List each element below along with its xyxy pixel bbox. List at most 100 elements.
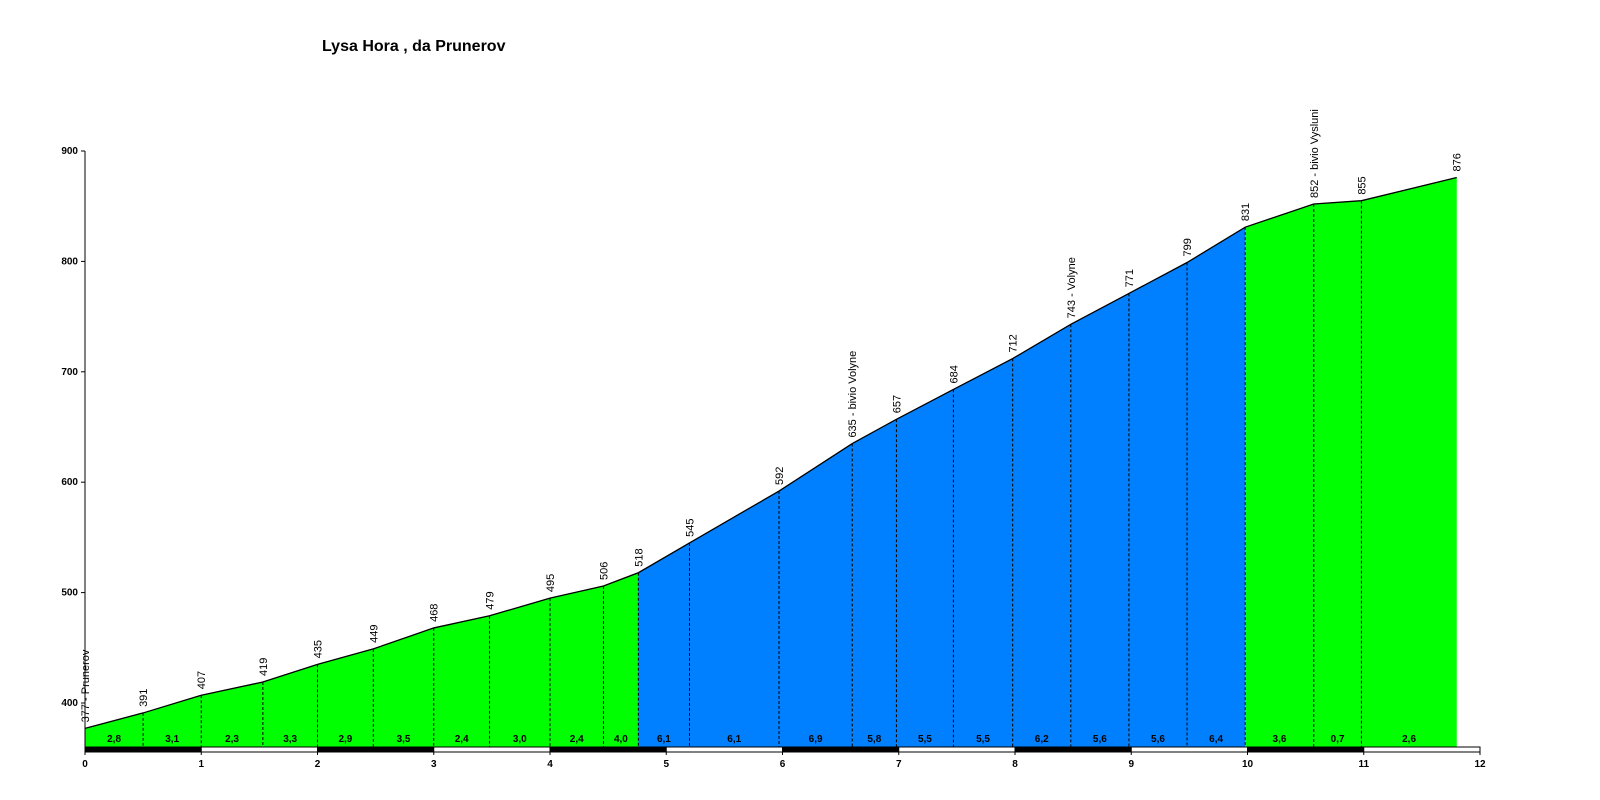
point-label-18: 771 [1124,269,1136,287]
chart-title: Lysa Hora , da Prunerov [322,38,506,55]
point-label-9: 506 [598,562,610,580]
y-tick-label-5: 900 [61,146,78,157]
segment-area-11 [689,491,780,747]
y-tick-label-3: 700 [61,367,78,378]
point-label-12: 592 [774,467,786,485]
x-tick-label-7: 7 [896,759,902,770]
point-label-7: 479 [485,591,497,609]
segment-area-10 [638,542,690,747]
segment-area-18 [1128,262,1188,747]
point-label-3: 419 [258,658,270,676]
km-block-3 [433,746,551,753]
segment-area-0 [85,712,144,747]
grade-label-14: 5,5 [918,734,932,745]
point-label-23: 876 [1452,153,1464,171]
point-label-5: 449 [368,625,380,643]
segment-area-16 [1012,324,1071,747]
x-tick-label-11: 11 [1358,759,1369,770]
x-tick-label-6: 6 [780,759,786,770]
km-block-2 [317,746,435,753]
grade-label-20: 3,6 [1273,734,1287,745]
segment-area-4 [317,648,374,747]
km-block-6 [782,746,900,753]
grade-label-4: 2,9 [338,734,352,745]
segment-area-6 [433,615,490,747]
x-tick-label-3: 3 [431,759,437,770]
y-tick-label-2: 600 [61,477,78,488]
x-tick-label-12: 12 [1474,759,1486,770]
point-label-16: 712 [1008,334,1020,352]
km-block-4 [549,746,667,753]
km-block-9 [1130,746,1248,753]
segment-area-21 [1313,200,1362,747]
point-label-14: 657 [891,395,903,413]
x-tick-label-4: 4 [547,759,553,770]
grade-label-11: 6,1 [727,734,741,745]
point-label-2: 407 [196,671,208,689]
segment-area-8 [550,585,604,747]
grade-label-0: 2,8 [107,734,121,745]
grade-label-1: 3,1 [165,734,179,745]
point-label-11: 545 [685,519,697,537]
x-tick-label-10: 10 [1242,759,1254,770]
point-label-20: 831 [1240,203,1252,221]
point-label-22: 855 [1356,176,1368,194]
grade-label-8: 2,4 [570,734,584,745]
y-tick-label-0: 400 [61,698,78,709]
x-tick-label-5: 5 [663,759,669,770]
point-label-4: 435 [313,640,325,658]
km-block-0 [84,746,202,753]
segment-area-14 [896,389,954,747]
grade-label-15: 5,5 [976,734,990,745]
point-label-19: 799 [1182,238,1194,256]
segment-area-5 [373,627,434,747]
km-block-5 [665,746,783,753]
grade-label-12: 6,9 [809,734,823,745]
grade-label-22: 2,6 [1402,734,1416,745]
km-block-1 [200,746,318,753]
grade-label-16: 6,2 [1035,734,1049,745]
km-block-8 [1014,746,1132,753]
grade-label-19: 6,4 [1209,734,1223,745]
segment-area-9 [603,572,639,747]
grade-label-7: 3,0 [513,734,527,745]
y-tick-label-4: 800 [61,256,78,267]
x-tick-label-2: 2 [315,759,321,770]
segment-area-1 [143,695,202,747]
segment-area-12 [779,443,853,747]
segment-area-2 [201,682,263,747]
point-label-21: 852 - bivio Vysluni [1309,109,1321,198]
point-label-13: 635 - bivio Volyne [847,351,859,438]
x-tick-label-9: 9 [1128,759,1134,770]
grade-label-13: 5,8 [867,734,881,745]
grade-label-2: 2,3 [225,734,239,745]
segment-area-19 [1187,227,1246,747]
x-tick-label-8: 8 [1012,759,1018,770]
grade-label-18: 5,6 [1151,734,1165,745]
grade-label-17: 5,6 [1093,734,1107,745]
point-label-15: 684 [948,365,960,383]
grade-label-21: 0,7 [1331,734,1345,745]
segment-area-13 [852,419,897,747]
profile-line [84,176,1457,730]
segment-area-7 [489,598,550,747]
x-tick-label-0: 0 [82,759,88,770]
x-tick-label-1: 1 [198,759,204,770]
point-label-8: 495 [545,574,557,592]
point-label-0: 377 - Prunerov [80,649,92,722]
y-tick-label-1: 500 [61,588,78,599]
grade-label-10: 6,1 [657,734,671,745]
point-label-17: 743 - Volyne [1066,257,1078,318]
km-block-11 [1363,746,1481,753]
km-block-7 [898,746,1016,753]
segment-area-17 [1070,293,1129,747]
km-block-10 [1247,746,1365,753]
grade-label-3: 3,3 [283,734,297,745]
point-label-10: 518 [633,548,645,566]
point-label-1: 391 [138,689,150,707]
segment-area-20 [1245,203,1314,747]
grade-label-6: 2,4 [455,734,469,745]
segment-area-15 [953,358,1013,747]
segment-area-3 [262,664,318,747]
grade-label-5: 3,5 [397,734,411,745]
